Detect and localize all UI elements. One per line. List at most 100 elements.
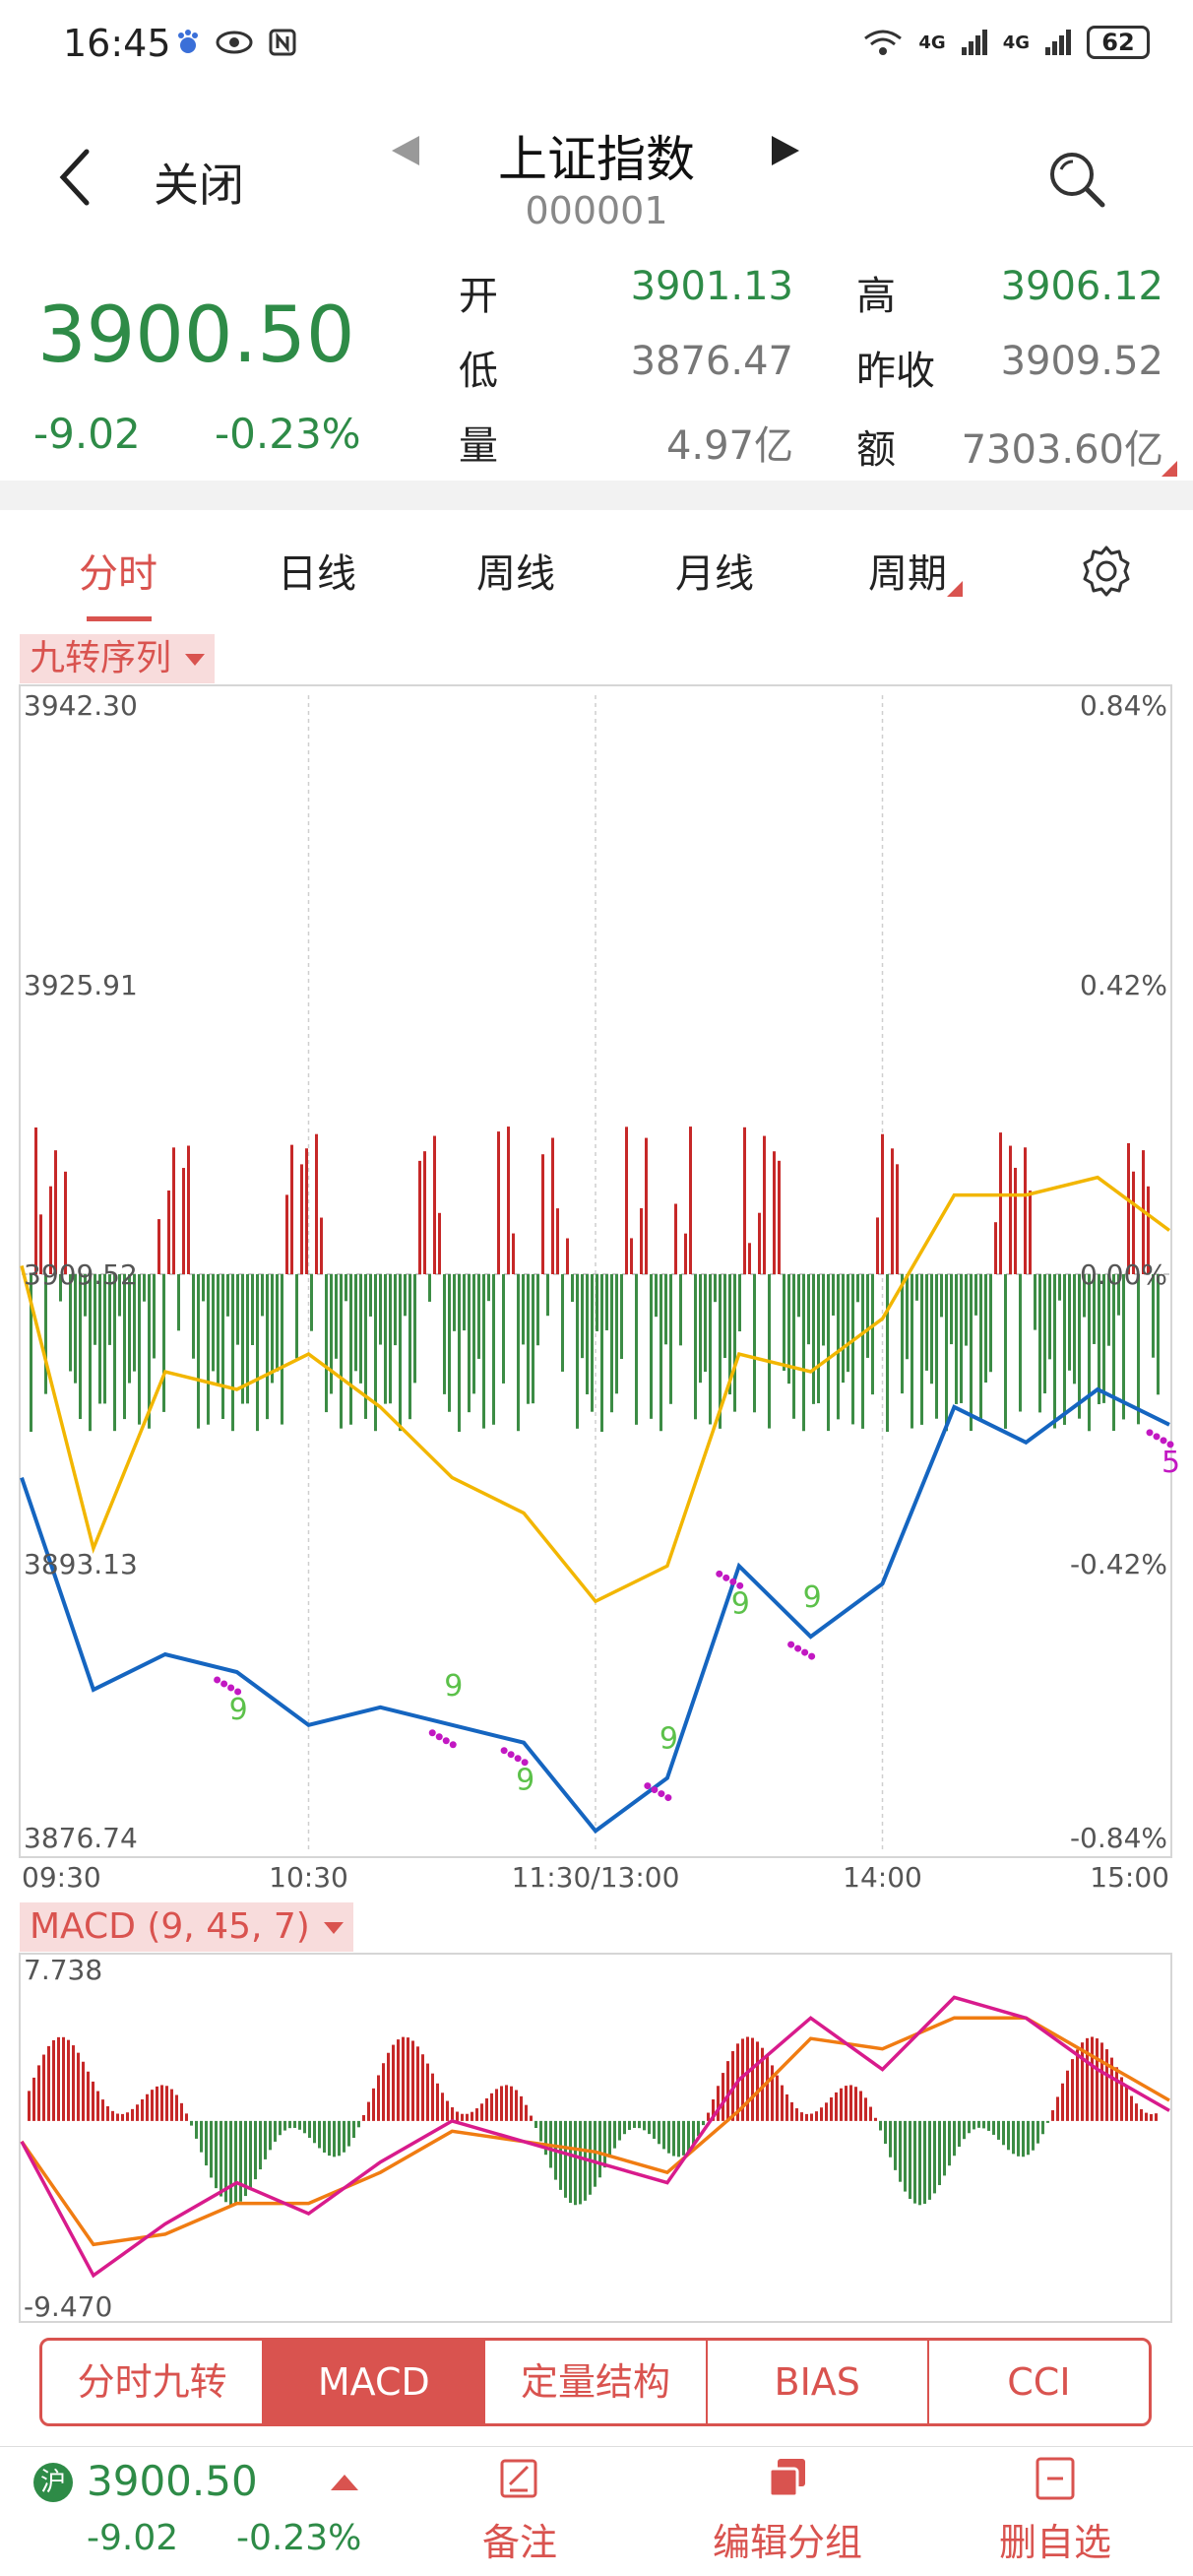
macd-bar-up [746,2036,749,2121]
macd-bar-down [618,2120,621,2141]
macd-bar-up [849,2085,852,2121]
macd-bar-up [840,2088,843,2121]
macd-bar-down [948,2120,951,2166]
macd-bar-up [131,2108,134,2121]
amount-value: 7303.60亿 [961,427,1163,473]
volume-bar-up [305,1148,308,1274]
tab-macd[interactable]: MACD [264,2341,486,2423]
volume-bar-down [610,1274,613,1413]
volume-bar-down [1063,1274,1066,1425]
volume-bar-down [458,1274,461,1432]
volume-bar-down [98,1274,101,1404]
macd-selector[interactable]: MACD (9, 45, 7) [20,1902,353,1952]
macd-bar-down [544,2120,547,2156]
tab-bias[interactable]: BIAS [708,2341,929,2423]
macd-bar-down [1017,2120,1020,2157]
tab-nine-sequence[interactable]: 分时九转 [42,2341,265,2423]
macd-bar-down [889,2120,892,2157]
macd-bar-up [92,2081,94,2121]
macd-bar-up [1081,2042,1084,2121]
macd-bar-down [1046,2120,1049,2123]
macd-bar-down [702,2120,705,2126]
close-button[interactable]: 关闭 [154,159,244,212]
intraday-chart[interactable]: 9 9 9 9 9 9 5 3942.30 3925.91 3909.52 3893.13 3876… [0,683,1193,1900]
tab-monthly[interactable]: 月线 [675,551,754,597]
macd-bar-down [643,2120,646,2131]
y-right-label: 0.00% [1080,1258,1167,1291]
tab-daily[interactable]: 日线 [278,551,356,597]
volume-bar-down [133,1274,136,1372]
volume-bar-down [374,1274,377,1432]
macd-bar-down [328,2120,331,2157]
macd-bar-up [136,2104,139,2121]
volume-bar-down [802,1274,805,1432]
macd-bar-up [402,2036,405,2121]
macd-bar-up [436,2083,439,2121]
volume-bar-up [778,1160,781,1274]
macd-bar-down [357,2120,360,2128]
macd-bar-down [667,2120,670,2154]
macd-bar-up [741,2038,744,2121]
tab-weekly[interactable]: 周线 [476,551,555,597]
macd-bar-down [1022,2120,1025,2157]
macd-bar-down [977,2120,980,2128]
macd-bar-up [67,2039,70,2121]
search-icon[interactable] [1045,148,1108,211]
macd-bar-down [323,2120,326,2153]
nine-dot [729,1578,737,1585]
x-axis-label: 11:30/13:00 [512,1861,680,1894]
status-bar: 16:45 4G 4G 62 [0,0,1193,98]
back-arrow-icon[interactable] [55,148,94,207]
volume-bar-down [69,1274,72,1372]
next-stock-arrow-icon[interactable] [768,134,801,167]
volume-bar-down [271,1274,274,1384]
macd-bar-up [1066,2070,1069,2121]
macd-bar-down [534,2120,537,2129]
period-tabs: 分时 日线 周线 月线 周期 [0,522,1193,630]
volume-bar-down [148,1274,151,1429]
remove-icon [1036,2457,1075,2500]
expand-corner-icon[interactable] [1162,461,1177,477]
tab-quant-structure[interactable]: 定量结构 [485,2341,708,2423]
volume-bar-down [581,1274,584,1359]
tab-intraday[interactable]: 分时 [79,551,157,597]
volume-bar-down [655,1274,658,1318]
volume-bar-up [285,1194,288,1274]
volume-bar-up [182,1168,185,1274]
tab-period[interactable]: 周期 [868,551,947,597]
volume-bar-up [689,1127,692,1274]
note-button[interactable]: 备注 [421,2455,618,2566]
macd-bar-up [790,2101,793,2121]
volume-bar-up [625,1127,628,1274]
macd-bar-down [884,2120,887,2145]
macd-bar-up [160,2085,163,2121]
volume-bar-down [615,1274,618,1394]
volume-bar-down [571,1274,574,1303]
volume-bar-down [1112,1274,1115,1432]
gear-icon[interactable] [1079,544,1134,599]
macd-bar-down [249,2120,252,2189]
volume-bar-up [507,1127,510,1274]
volume-bar-down [502,1274,505,1384]
volume-bar-down [714,1274,717,1303]
volume-bar-down [1107,1274,1110,1346]
edit-group-button[interactable]: 编辑分组 [689,2455,886,2566]
nine-mark-label: 9 [229,1693,248,1727]
open-label: 开 [459,274,498,319]
macd-chart[interactable]: 7.738 -9.470 [0,1952,1193,2326]
volume-bar-up [290,1144,293,1274]
macd-bar-down [594,2120,596,2187]
macd-bar-down [229,2120,232,2206]
edit-group-label: 编辑分组 [712,2521,862,2564]
volume-bar-down [586,1274,589,1394]
macd-bar-down [608,2120,611,2158]
remove-watchlist-button[interactable]: 删自选 [957,2455,1154,2566]
tab-cci[interactable]: CCI [1007,2360,1071,2404]
footer-change: -9.02 [87,2518,179,2558]
macd-bar-up [785,2093,788,2121]
macd-bar-down [352,2120,355,2139]
prev-stock-arrow-icon[interactable] [390,134,423,167]
volume-bar-down [709,1274,712,1425]
nine-sequence-selector[interactable]: 九转序列 [20,634,216,683]
macd-bar-down [190,2120,193,2126]
